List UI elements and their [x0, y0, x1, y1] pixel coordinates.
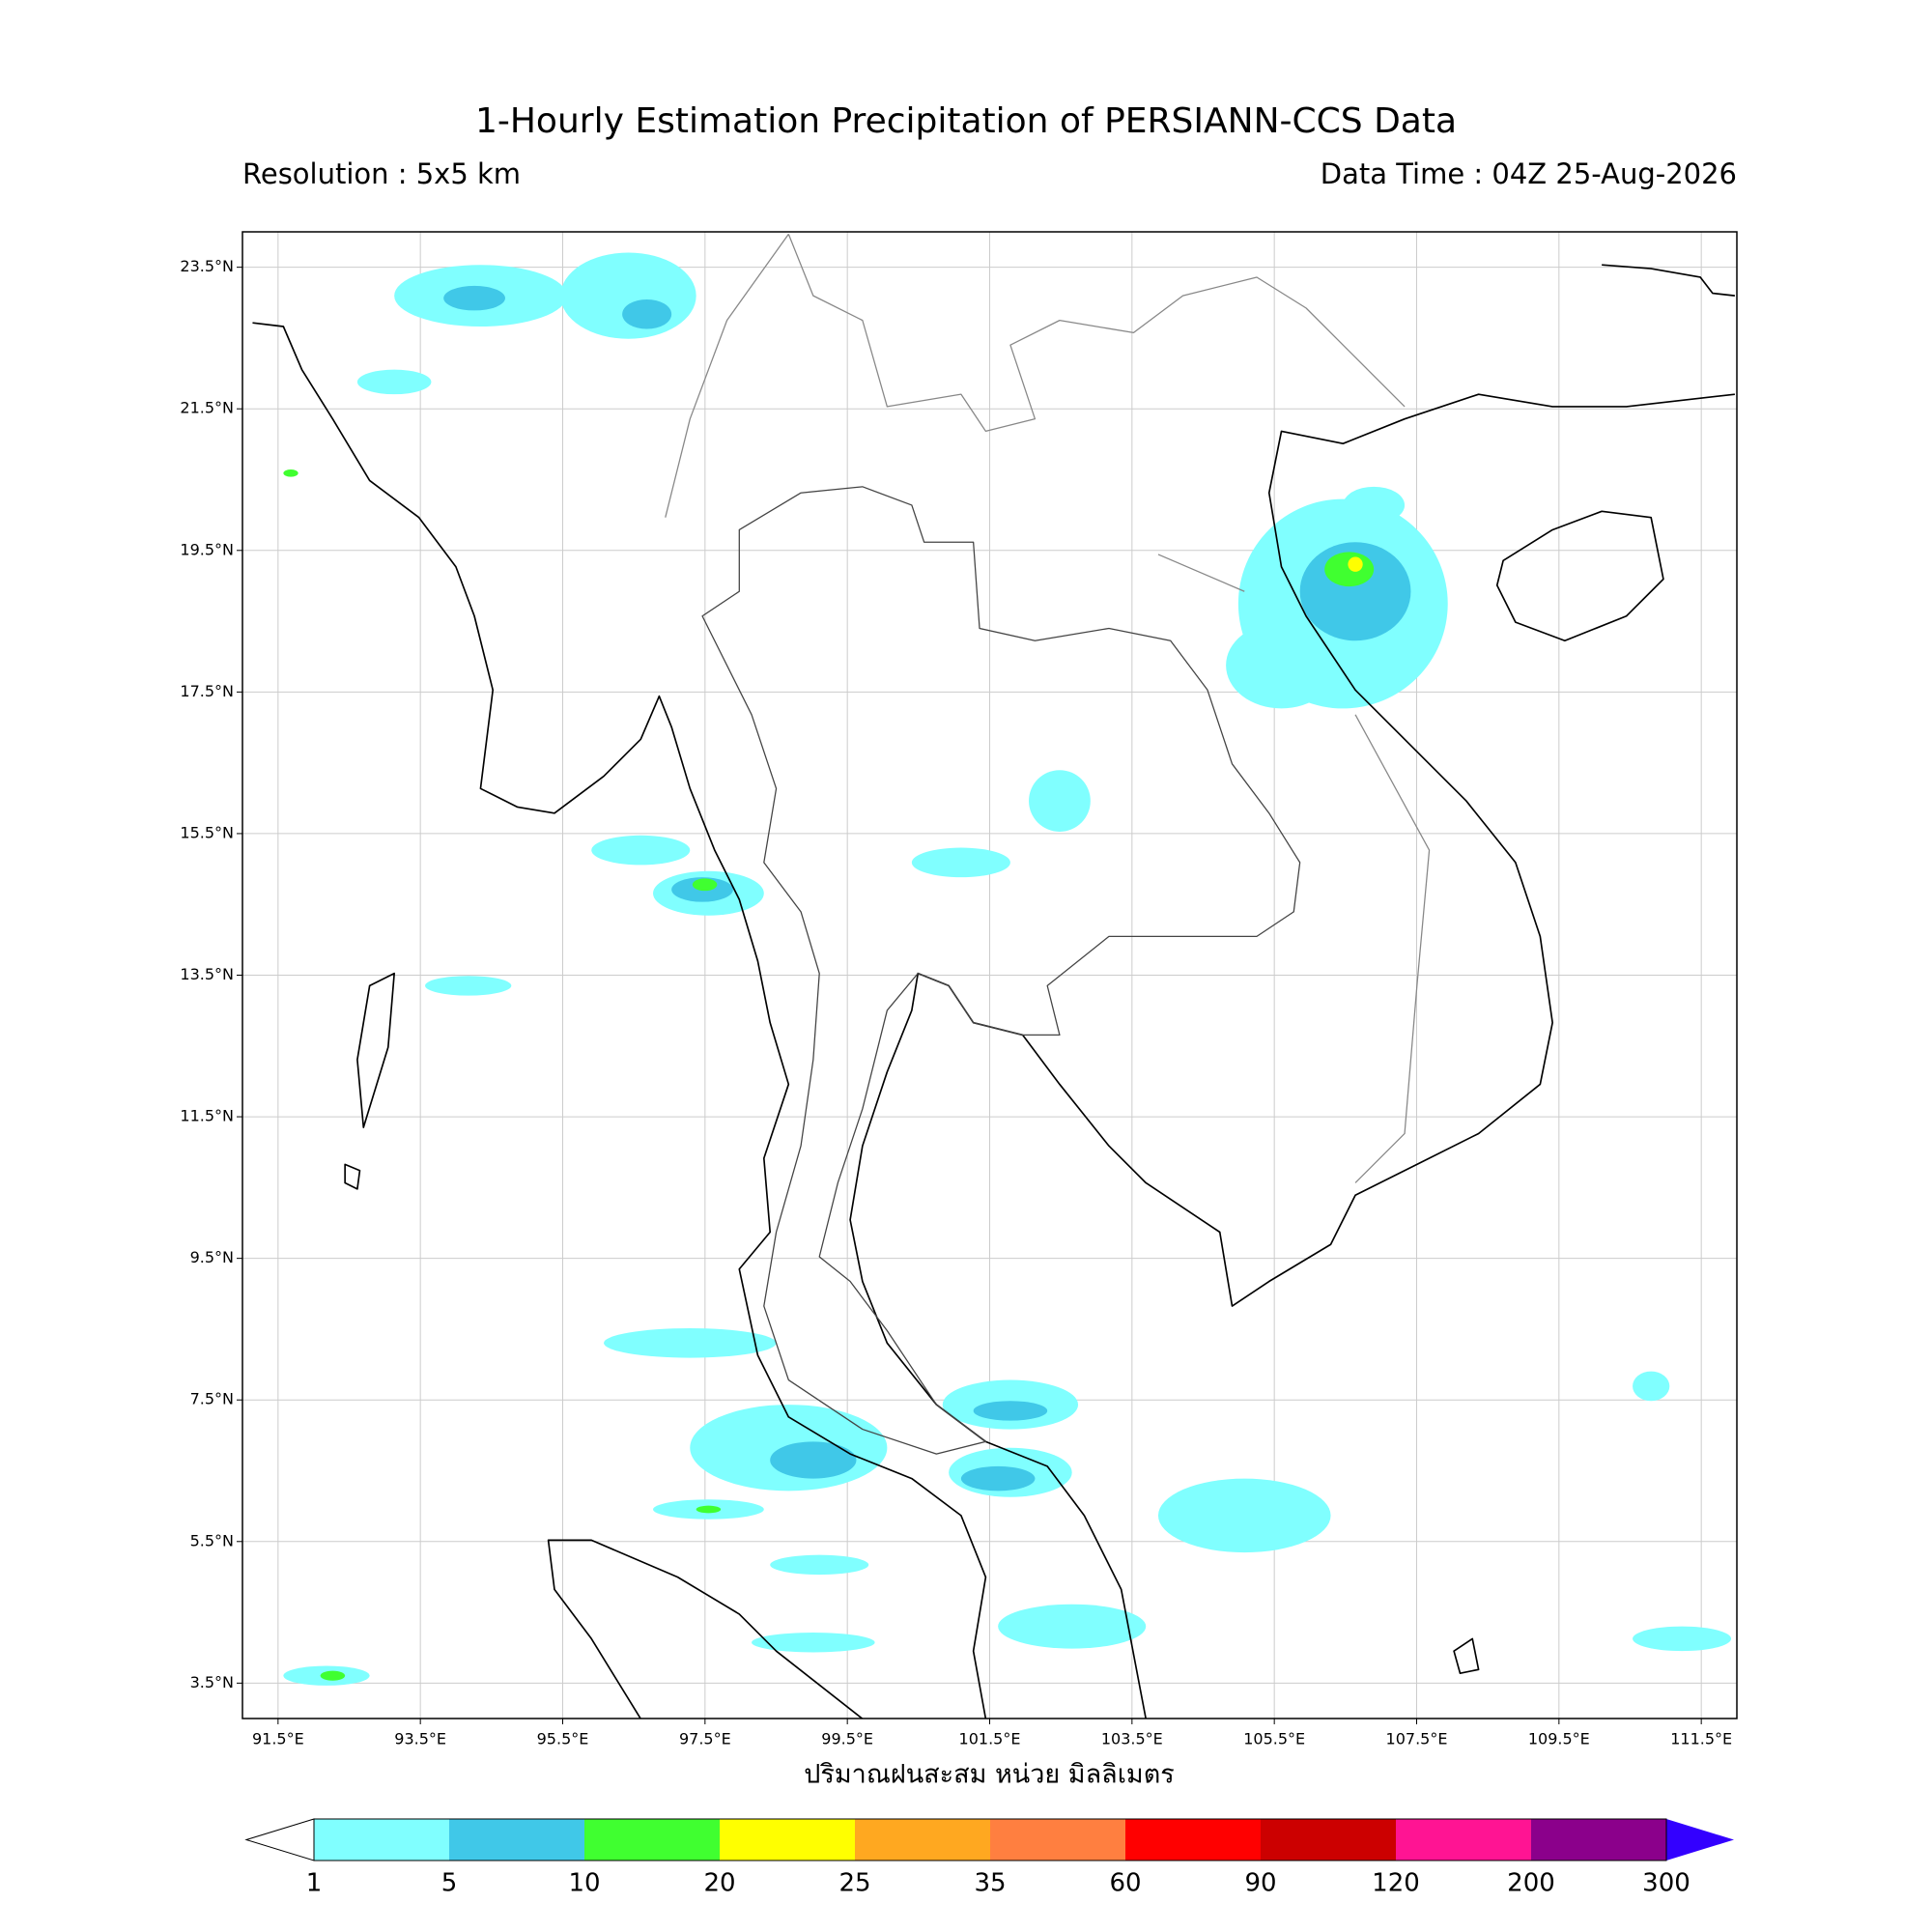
colorbar-label: 1: [306, 1869, 323, 1898]
y-tick-label: 3.5°N: [190, 1673, 234, 1691]
x-tick-label: 101.5°E: [959, 1730, 1021, 1748]
under-triangle: [244, 1818, 315, 1861]
x-axis-label: ปริมาณฝนสะสม หน่วย มิลลิเมตร: [804, 1760, 1175, 1790]
map-layer: [252, 233, 1735, 1719]
colorbar-label: 10: [568, 1869, 600, 1898]
precipitation-core: [283, 469, 1375, 1681]
colorbar-label: 20: [703, 1869, 735, 1898]
x-tick-label: 105.5°E: [1243, 1730, 1305, 1748]
title: 1-Hourly Estimation Precipitation of PER…: [475, 101, 1457, 141]
x-tick-label: 103.5°E: [1101, 1730, 1163, 1748]
coastlines: [252, 233, 1735, 1719]
y-tick-label: 7.5°N: [190, 1390, 234, 1408]
x-tick-label: 107.5°E: [1386, 1730, 1448, 1748]
y-tick-label: 9.5°N: [190, 1248, 234, 1266]
x-tick-label: 111.5°E: [1670, 1730, 1732, 1748]
color-bin: [720, 1819, 855, 1861]
x-tick-label: 95.5°E: [537, 1730, 589, 1748]
x-tick-label: 97.5°E: [679, 1730, 731, 1748]
color-bin: [449, 1819, 584, 1861]
x-tick-label: 91.5°E: [252, 1730, 304, 1748]
colorbar-label: 120: [1372, 1869, 1420, 1898]
colorbar-frame: [313, 1818, 1667, 1861]
color-bin: [990, 1819, 1125, 1861]
y-tick-label: 5.5°N: [190, 1531, 234, 1549]
colorbar-label: 200: [1507, 1869, 1555, 1898]
y-tick-label: 23.5°N: [180, 257, 234, 275]
x-tick-label: 109.5°E: [1528, 1730, 1590, 1748]
color-bin: [855, 1819, 990, 1861]
colorbar: 1 5 10 20 25 35 60 90 120 200 300: [244, 1818, 1734, 1898]
colorbar-label: 5: [441, 1869, 458, 1898]
x-tick-label: 99.5°E: [821, 1730, 873, 1748]
color-bin: [1531, 1819, 1666, 1861]
data-time: Data Time : 04Z 25-Aug-2026: [1321, 157, 1737, 190]
colorbar-label: 90: [1244, 1869, 1276, 1898]
x-tick-label: 93.5°E: [394, 1730, 446, 1748]
over-triangle: [1666, 1819, 1734, 1861]
y-tick-label: 21.5°N: [180, 399, 234, 417]
resolution: Resolution : 5x5 km: [242, 157, 521, 190]
y-tick-label: 19.5°N: [180, 540, 234, 558]
colorbar-label: 35: [974, 1869, 1006, 1898]
color-bin: [1261, 1819, 1396, 1861]
precipitation-heavy: [443, 285, 1411, 1492]
colorbar-label: 60: [1109, 1869, 1141, 1898]
color-bin: [314, 1819, 449, 1861]
color-bin: [1125, 1819, 1261, 1861]
y-tick-label: 11.5°N: [180, 1107, 234, 1125]
colorbar-label: 25: [838, 1869, 870, 1898]
color-bin: [1396, 1819, 1531, 1861]
colorbar-label: 300: [1642, 1869, 1690, 1898]
color-bin: [584, 1819, 720, 1861]
y-tick-label: 17.5°N: [180, 682, 234, 700]
y-tick-label: 13.5°N: [180, 965, 234, 983]
y-tick-label: 15.5°N: [180, 823, 234, 841]
